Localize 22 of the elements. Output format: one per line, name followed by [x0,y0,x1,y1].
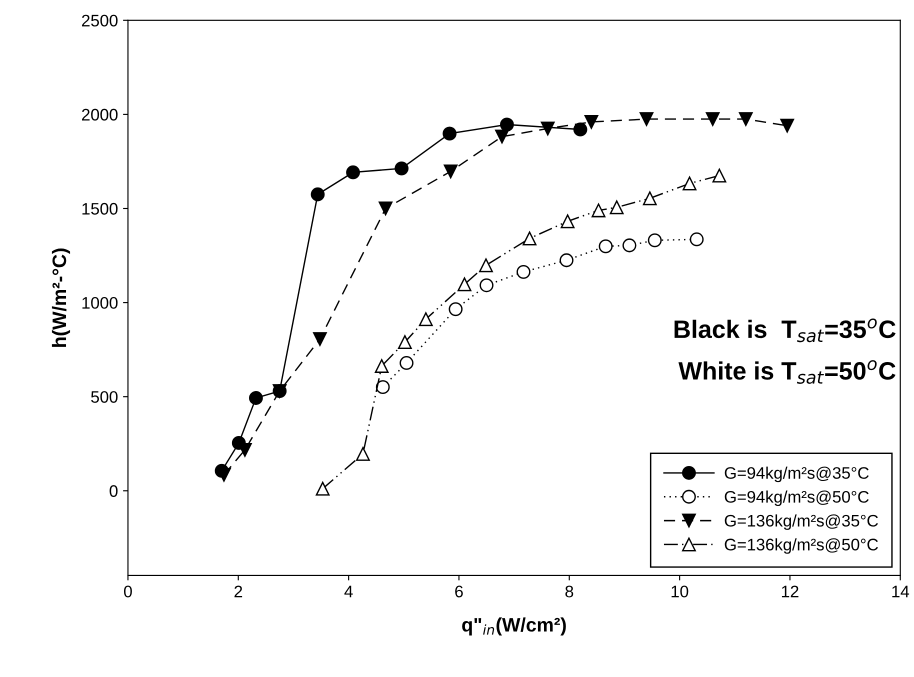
x-tick-label: 4 [344,586,353,598]
legend-label: G=94kg/m²s@50°C [724,490,869,506]
y-tick-label: 2000 [82,108,118,121]
y-tick-label: 500 [91,391,118,403]
x-tick-label: 2 [234,586,242,598]
y-tick-label: 1500 [82,202,118,215]
x-axis-title: q"$_{in}$(W/cm²) [462,617,566,636]
x-tick-label: 6 [455,586,463,598]
x-tick-label: 10 [672,586,688,598]
legend-label: G=136kg/m²s@35°C [724,514,878,530]
annotation: White is T$_{sat}$=50$^{o}$C [678,360,896,384]
y-tick-label: 1000 [82,296,118,309]
x-tick-label: 8 [565,586,574,598]
x-tick-label: 12 [782,586,798,598]
y-tick-label: 2500 [82,14,118,27]
y-axis-title: h(W/m²-°C) [52,248,70,347]
legend-label: G=94kg/m²s@35°C [724,466,869,482]
x-tick-label: 0 [124,586,132,598]
x-tick-label: 14 [892,586,910,598]
y-tick-label: 0 [110,485,118,497]
annotation: Black is T$_{sat}$=35$^{o}$C [674,318,896,342]
legend-label: G=136kg/m²s@50°C [724,538,878,554]
